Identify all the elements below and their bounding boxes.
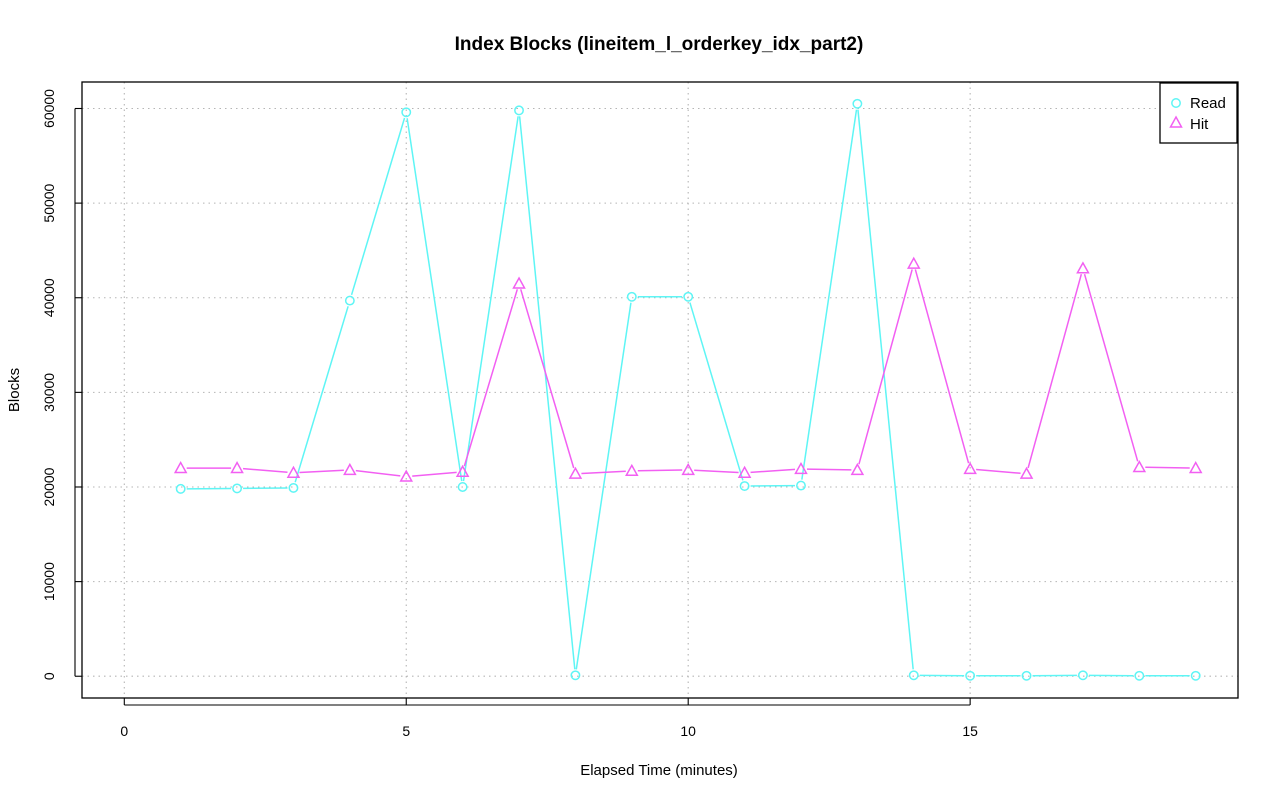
x-tick-label: 15 [962,723,978,739]
data-point [1190,670,1201,681]
data-point [796,480,806,491]
data-point [908,670,919,681]
data-point [568,466,583,479]
series-line-segment [575,302,632,670]
data-point [175,483,186,494]
series-line-segment [406,118,463,482]
data-point [230,461,244,474]
grid [82,82,1238,698]
series-line-segment [689,302,744,481]
data-point [344,295,355,306]
data-point [173,461,188,474]
series-line-segment [1083,273,1139,462]
series-line-segment [412,471,457,477]
series-line-segment [350,117,406,296]
data-point [455,464,470,477]
series-line-segment [581,470,626,475]
plot-frame [81,81,1239,699]
series-line-segment [462,116,519,482]
data-point [288,482,299,493]
legend-box [1159,82,1238,144]
x-tick-label: 5 [402,723,410,739]
series-read [175,98,1201,681]
y-tick-label: 20000 [41,467,57,506]
data-point [1076,261,1090,274]
data-point [514,105,524,116]
series-line-segment [801,109,858,480]
series-line-segment [518,116,576,670]
series-layer [173,98,1203,681]
data-point [457,482,468,492]
data-point [681,462,695,476]
series-line-segment [857,109,914,670]
series-line-segment [1027,273,1083,469]
data-point [401,107,412,118]
data-point [739,481,750,491]
series-line-segment [520,289,575,469]
y-tick-label: 40000 [41,278,57,317]
data-point [906,256,921,269]
data-point [570,670,581,681]
legend-read-label: Read [1190,95,1226,112]
legend-hit-marker [1169,115,1183,128]
series-line-segment [806,468,852,471]
data-point [232,483,243,494]
series-line-segment [914,269,970,464]
legend: Read Hit [1159,82,1238,144]
data-point [399,469,414,482]
series-line-segment [242,467,288,474]
data-point [512,276,526,289]
legend-read-marker [1171,98,1181,108]
y-axis-label: Blocks [6,368,23,412]
y-tick-label: 30000 [41,373,57,412]
x-axis-label: Elapsed Time (minutes) [580,762,738,779]
data-point [1134,670,1145,681]
series-line-segment [299,469,344,474]
data-point [683,291,694,302]
data-point [963,461,977,475]
data-point [343,462,357,476]
series-line-segment [355,469,401,477]
series-line-segment [976,468,1021,474]
data-point [625,463,639,477]
x-tick-label: 0 [120,723,128,739]
series-line-segment [858,269,913,465]
y-tick-label: 60000 [41,89,57,128]
data-point [737,465,752,478]
legend-hit-label: Hit [1190,116,1209,133]
chart-title: Index Blocks (lineitem_l_orderkey_idx_pa… [455,34,864,55]
data-point [286,465,301,478]
x-tick-label: 10 [680,723,696,739]
series-line-segment [463,289,519,467]
data-point [1132,460,1147,473]
y-axis: 0 10000 20000 30000 40000 50000 60000 [41,89,82,680]
series-line-segment [694,469,739,474]
data-point [1021,670,1032,681]
series-line-segment [750,468,796,474]
data-point [852,98,863,109]
series-line-segment [1145,466,1190,469]
data-point [850,462,865,476]
x-axis: 0 5 10 15 [120,698,978,739]
data-point [626,291,637,302]
series-line-segment [637,469,683,472]
data-point [1188,461,1203,474]
data-point [1019,466,1034,479]
series-line-segment [294,306,349,483]
y-tick-label: 0 [41,672,57,680]
data-point [1077,670,1088,681]
data-point [794,461,808,475]
series-hit [173,256,1203,482]
y-tick-label: 10000 [41,562,57,601]
y-tick-label: 50000 [41,183,57,222]
data-point [965,670,976,681]
